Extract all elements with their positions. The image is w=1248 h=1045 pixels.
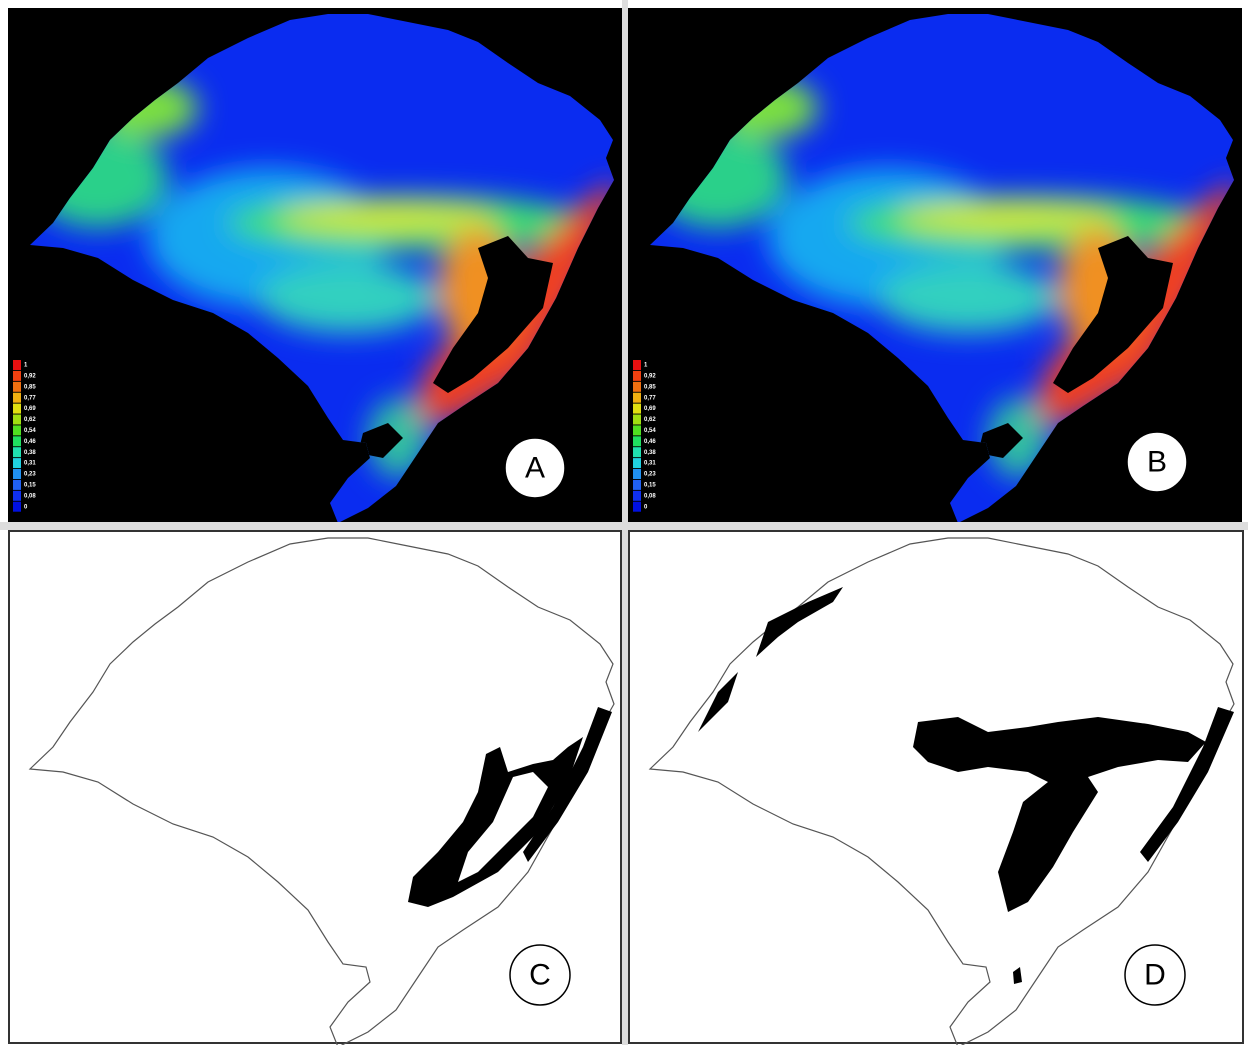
legend-swatch bbox=[13, 404, 21, 414]
panel: C bbox=[9, 531, 621, 1045]
legend-swatch bbox=[13, 360, 21, 370]
legend-swatch bbox=[633, 447, 641, 457]
legend-swatch bbox=[13, 447, 21, 457]
legend-swatch bbox=[13, 469, 21, 479]
legend-label: 0,85 bbox=[24, 384, 36, 390]
legend-swatch bbox=[13, 393, 21, 403]
legend-swatch bbox=[633, 425, 641, 435]
legend-label: 0,23 bbox=[644, 472, 656, 478]
legend-label: 0,62 bbox=[644, 417, 656, 423]
panel: 10,920,850,770,690,620,540,460,380,310,2… bbox=[8, 8, 622, 523]
legend-swatch bbox=[13, 415, 21, 425]
legend-swatch bbox=[633, 502, 641, 512]
legend-swatch bbox=[633, 404, 641, 414]
panel-label: D bbox=[1144, 959, 1166, 992]
figure: 10,920,850,770,690,620,540,460,380,310,2… bbox=[0, 0, 1248, 1045]
legend-swatch bbox=[633, 458, 641, 468]
legend-label: 0,46 bbox=[644, 439, 656, 445]
legend-swatch bbox=[633, 393, 641, 403]
legend-label: 0,31 bbox=[644, 461, 656, 467]
legend-label: 0,54 bbox=[644, 428, 656, 434]
legend-label: 0,31 bbox=[24, 461, 36, 467]
legend-label: 0,15 bbox=[644, 482, 656, 488]
legend-swatch bbox=[633, 480, 641, 490]
legend-swatch bbox=[13, 425, 21, 435]
legend-swatch bbox=[633, 415, 641, 425]
legend-label: 0,08 bbox=[24, 493, 36, 499]
legend-label: 0,08 bbox=[644, 493, 656, 499]
legend-label: 0,77 bbox=[644, 395, 656, 401]
legend-swatch bbox=[13, 491, 21, 501]
legend-swatch bbox=[13, 480, 21, 490]
panel: 10,920,850,770,690,620,540,460,380,310,2… bbox=[628, 8, 1242, 523]
legend-label: 0,92 bbox=[644, 373, 656, 379]
legend-swatch bbox=[633, 469, 641, 479]
legend-label: 0,54 bbox=[24, 428, 36, 434]
legend-swatch bbox=[13, 436, 21, 446]
legend-label: 0,62 bbox=[24, 417, 36, 423]
legend-label: 0,23 bbox=[24, 472, 36, 478]
legend-swatch bbox=[13, 458, 21, 468]
legend-swatch bbox=[633, 491, 641, 501]
page: {"panels": [ {"label": "A", "legend": ["… bbox=[0, 0, 1248, 1045]
legend-label: 0,69 bbox=[24, 406, 36, 412]
legend-label: 0,69 bbox=[644, 406, 656, 412]
legend-label: 0,85 bbox=[644, 384, 656, 390]
legend-swatch bbox=[13, 382, 21, 392]
legend-label: 0,92 bbox=[24, 373, 36, 379]
legend-label: 0,38 bbox=[24, 450, 36, 456]
panel-label: A bbox=[525, 452, 545, 485]
panel-label: C bbox=[529, 959, 551, 992]
legend-swatch bbox=[633, 360, 641, 370]
legend-swatch bbox=[13, 371, 21, 381]
legend-swatch bbox=[633, 382, 641, 392]
divider bbox=[0, 522, 1248, 530]
legend-swatch bbox=[633, 436, 641, 446]
legend-label: 0,46 bbox=[24, 439, 36, 445]
legend-swatch bbox=[13, 502, 21, 512]
panel-label: B bbox=[1147, 446, 1167, 479]
legend-label: 0,15 bbox=[24, 482, 36, 488]
legend-swatch bbox=[633, 371, 641, 381]
panel: D bbox=[629, 531, 1243, 1045]
legend-label: 0,38 bbox=[644, 450, 656, 456]
legend-label: 0,77 bbox=[24, 395, 36, 401]
